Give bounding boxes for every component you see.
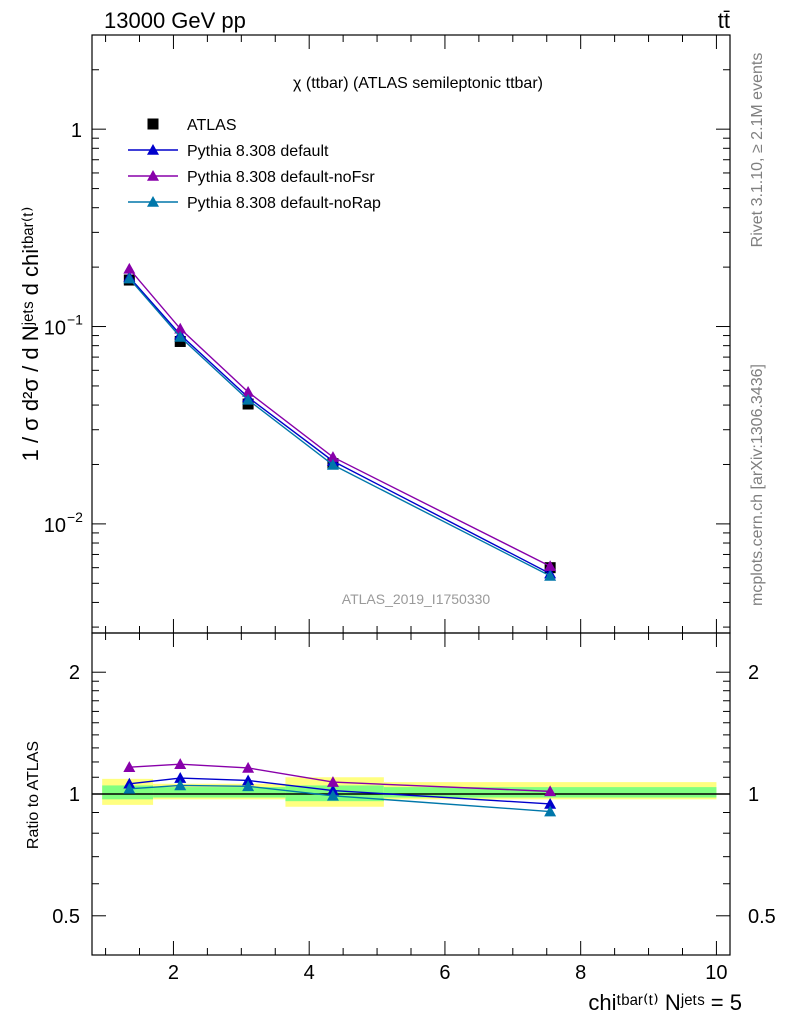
legend: ATLAS Pythia 8.308 default Pythia 8.308 de…: [128, 117, 381, 212]
data-point-noRap: [174, 330, 187, 342]
series-ATLAS: [123, 274, 556, 574]
ratio-y-tick-label-right: 0.5: [748, 906, 776, 928]
x-tick-label: 2: [168, 962, 179, 984]
ratio-y-tick-label-right: 2: [748, 662, 759, 684]
legend-marker: [147, 118, 159, 130]
main-panel: 110−110−2 χ (ttbar) (ATLAS semileptonic …: [18, 34, 731, 634]
ratio-point-noFsr: [174, 758, 187, 769]
ratio-point-noRap: [544, 805, 557, 817]
data-point-noFsr: [544, 560, 557, 572]
series-noFsr: [123, 262, 557, 572]
band-inner: [153, 787, 286, 798]
ratio-point-noFsr: [326, 776, 339, 787]
data-point-noFsr: [174, 322, 187, 334]
series-noRap: [123, 272, 557, 581]
main-y-ticks: 110−110−2: [44, 34, 730, 628]
ratio-y-tick-label-right: 1: [748, 784, 759, 806]
ratio-point-noFsr: [123, 761, 136, 772]
main-panel-content: [123, 262, 557, 581]
legend-marker: [147, 196, 159, 207]
process-label: tt̄: [718, 8, 730, 33]
ratio-panel: 2 2 1 1 0.5 0.5 2 4 6 8 10 Ratio to ATLAS chiᵗᵇᵃʳ…: [25, 632, 776, 1015]
main-y-tick-label: 10: [44, 515, 66, 537]
main-x-ticks: [105, 35, 717, 633]
main-y-tick-label: 1: [71, 120, 82, 142]
data-point-noFsr: [326, 451, 339, 462]
main-y-axis-label: 1 / σ d²σ / d Nʲᵉᵗˢ d chiᵗᵇᵃʳ⁽ᵗ⁾: [18, 207, 43, 462]
data-point-noFsr: [123, 262, 136, 274]
ratio-point-default: [242, 774, 255, 786]
main-y-tick-exponent: −1: [67, 312, 83, 328]
series-line-noFsr: [128, 268, 551, 567]
ratio-point-noRap: [123, 782, 136, 794]
legend-label: ATLAS: [187, 117, 237, 134]
series-line-noRap: [128, 278, 551, 577]
legend-item-noRap: Pythia 8.308 default-noRap: [128, 195, 381, 212]
legend-item-noFsr: Pythia 8.308 default-noFsr: [128, 169, 375, 186]
ratio-panel-content: [92, 758, 730, 817]
ratio-point-noRap: [242, 780, 255, 792]
legend-label: Pythia 8.308 default-noRap: [187, 195, 381, 212]
ratio-y-axis-label: Ratio to ATLAS: [25, 741, 42, 849]
ratio-x-ticks: 2 4 6 8 10: [105, 633, 728, 984]
ratio-point-noRap: [174, 779, 187, 791]
legend-item-ATLAS: ATLAS: [147, 117, 237, 134]
legend-marker: [147, 170, 159, 181]
chart-title: χ (ttbar) (ATLAS semileptonic ttbar): [293, 75, 543, 92]
legend-label: Pythia 8.308 default: [187, 143, 329, 160]
legend-label: Pythia 8.308 default-noFsr: [187, 169, 375, 186]
ratio-y-tick-label: 0.5: [52, 906, 80, 928]
x-tick-label: 8: [575, 962, 586, 984]
main-y-tick-exponent: −2: [67, 509, 83, 525]
series-default: [123, 271, 557, 579]
rivet-version-label: Rivet 3.1.10, ≥ 2.1M events: [749, 53, 766, 248]
data-point-noRap: [544, 569, 557, 581]
ratio-point-default: [544, 797, 557, 809]
ratio-y-tick-label: 2: [69, 662, 80, 684]
ratio-point-noRap: [326, 789, 339, 801]
ratio-point-noFsr: [544, 785, 557, 797]
series-line-default: [128, 276, 551, 575]
data-point-noFsr: [242, 385, 255, 397]
main-y-tick-label: 10: [44, 318, 66, 340]
legend-marker: [147, 144, 159, 155]
ratio-series-noFsr: [123, 758, 557, 797]
data-point-noRap: [123, 272, 136, 284]
legend-item-default: Pythia 8.308 default: [128, 143, 329, 160]
uncertainty-bands: [102, 777, 717, 807]
ratio-series-noRap: [123, 779, 557, 817]
data-point-noRap: [326, 458, 339, 470]
mcplots-label: mcplots.cern.ch [arXiv:1306.3436]: [749, 364, 766, 606]
watermark: ATLAS_2019_I1750330: [342, 591, 491, 607]
x-tick-label: 4: [304, 962, 315, 984]
ratio-point-noFsr: [242, 761, 255, 773]
data-point-noRap: [242, 393, 255, 405]
energy-label: 13000 GeV pp: [104, 8, 246, 33]
ratio-point-default: [174, 772, 187, 783]
ratio-y-tick-label: 1: [69, 784, 80, 806]
x-tick-label: 6: [439, 962, 450, 984]
ratio-y-ticks: 2 2 1 1 0.5 0.5: [52, 662, 776, 928]
x-axis-label: chiᵗᵇᵃʳ⁽ᵗ⁾ Nʲᵉᵗˢ = 5: [588, 990, 742, 1015]
x-tick-label: 10: [705, 962, 727, 984]
